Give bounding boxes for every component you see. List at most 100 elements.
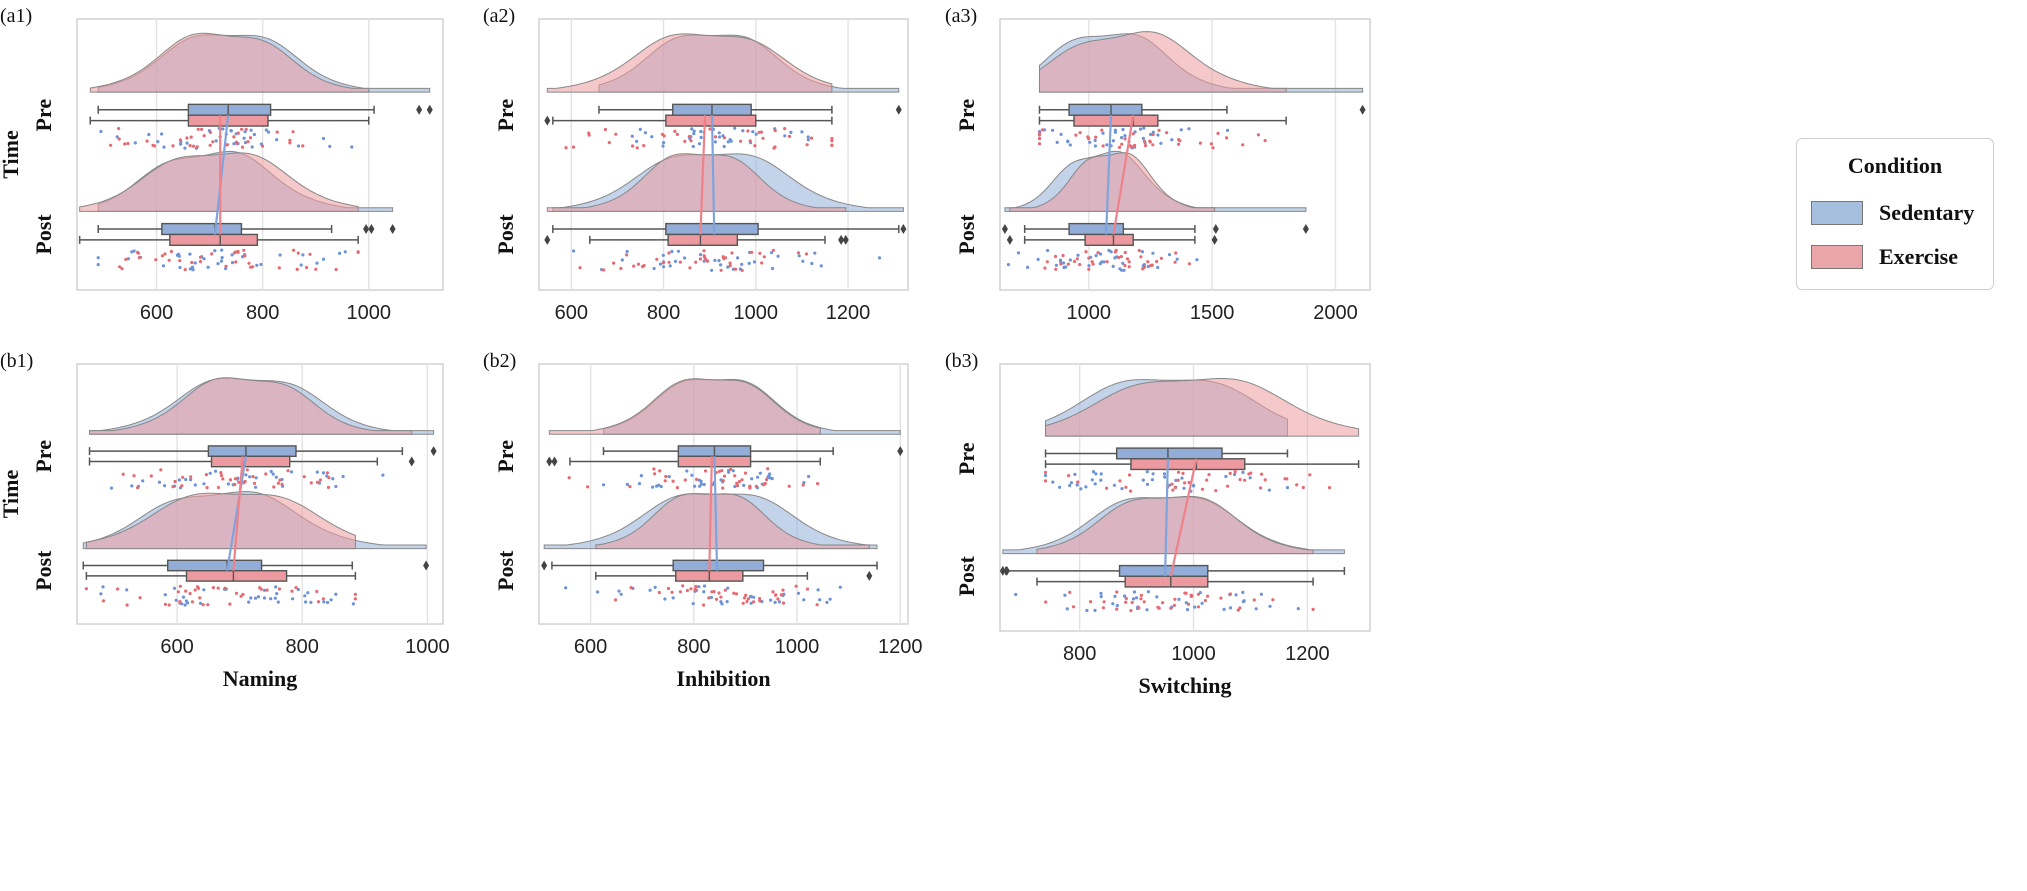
data-point bbox=[1263, 478, 1267, 482]
data-point bbox=[813, 251, 817, 255]
data-point bbox=[169, 249, 173, 254]
data-point bbox=[694, 584, 698, 589]
data-point bbox=[806, 135, 810, 139]
x-tick-label: 1000 bbox=[734, 302, 779, 324]
data-point bbox=[264, 128, 268, 132]
data-point bbox=[117, 126, 121, 131]
data-point bbox=[1066, 262, 1070, 266]
data-point bbox=[756, 475, 760, 479]
data-point bbox=[602, 268, 606, 272]
data-point bbox=[1065, 607, 1069, 611]
data-point bbox=[189, 478, 193, 482]
data-point bbox=[741, 601, 745, 605]
data-point bbox=[178, 259, 182, 263]
data-point bbox=[718, 135, 722, 139]
y-tick-label-pre: Pre bbox=[954, 99, 979, 132]
data-point bbox=[1145, 608, 1149, 612]
legend-swatch-exercise bbox=[1811, 245, 1863, 269]
data-point bbox=[1123, 134, 1127, 138]
data-point bbox=[877, 256, 882, 260]
data-point bbox=[299, 263, 303, 267]
data-point bbox=[1127, 265, 1131, 269]
data-point bbox=[186, 601, 190, 605]
panel-label: (b2) bbox=[483, 350, 516, 372]
data-point bbox=[1101, 144, 1105, 148]
data-point bbox=[781, 601, 786, 605]
data-point bbox=[816, 482, 820, 486]
data-point bbox=[794, 584, 798, 588]
data-point bbox=[220, 248, 224, 252]
outlier-marker bbox=[416, 104, 423, 115]
data-point bbox=[276, 481, 280, 485]
data-point bbox=[769, 598, 773, 602]
data-point bbox=[1268, 604, 1272, 608]
data-point bbox=[156, 140, 160, 144]
data-point bbox=[1206, 594, 1210, 598]
y-tick-label-pre: Pre bbox=[493, 440, 518, 473]
data-point bbox=[1285, 477, 1289, 481]
data-point bbox=[1241, 600, 1246, 604]
data-point bbox=[1149, 132, 1153, 137]
data-point bbox=[1061, 253, 1065, 258]
data-point bbox=[748, 484, 752, 488]
data-point bbox=[828, 597, 832, 601]
data-point bbox=[740, 478, 744, 482]
data-point bbox=[733, 484, 737, 489]
outlier-marker bbox=[363, 224, 370, 235]
data-point bbox=[240, 127, 244, 131]
outlier-marker bbox=[895, 104, 902, 115]
data-point bbox=[722, 474, 727, 478]
data-point bbox=[1285, 486, 1290, 490]
data-point bbox=[1100, 260, 1104, 264]
data-point bbox=[116, 587, 120, 591]
data-point bbox=[658, 262, 663, 266]
data-point bbox=[109, 486, 114, 490]
median-connector-sedentary bbox=[1104, 115, 1113, 235]
data-point bbox=[1157, 606, 1161, 610]
y-tick-label-post: Post bbox=[31, 214, 56, 255]
data-point bbox=[246, 140, 250, 144]
outlier-marker bbox=[838, 234, 845, 245]
data-point bbox=[1115, 590, 1119, 594]
data-point bbox=[101, 585, 105, 589]
data-point bbox=[188, 252, 192, 256]
data-point bbox=[1178, 139, 1182, 143]
data-point bbox=[733, 474, 737, 478]
data-point bbox=[1148, 140, 1152, 144]
data-point bbox=[291, 597, 295, 601]
data-point bbox=[1228, 471, 1232, 475]
data-point bbox=[210, 252, 214, 256]
median-connector-exercise bbox=[708, 456, 713, 571]
data-point bbox=[1134, 596, 1139, 600]
data-point bbox=[699, 135, 703, 139]
data-point bbox=[294, 586, 298, 590]
data-point bbox=[1226, 484, 1230, 488]
x-tick-label: 1000 bbox=[775, 636, 820, 658]
data-point bbox=[1139, 255, 1143, 259]
data-point bbox=[214, 139, 218, 143]
data-point bbox=[742, 596, 747, 600]
data-point bbox=[1193, 605, 1197, 609]
data-point bbox=[787, 134, 792, 138]
data-point bbox=[752, 260, 757, 264]
data-point bbox=[735, 484, 740, 488]
data-point bbox=[776, 597, 780, 601]
data-point bbox=[1141, 478, 1145, 482]
data-point bbox=[188, 591, 192, 596]
data-point bbox=[149, 474, 153, 478]
data-point bbox=[171, 485, 175, 489]
data-point bbox=[302, 475, 306, 479]
density-exercise-pre bbox=[548, 378, 821, 435]
data-point bbox=[702, 603, 706, 607]
data-point bbox=[1131, 597, 1136, 601]
data-point bbox=[1191, 483, 1196, 487]
outlier-marker bbox=[1212, 224, 1219, 235]
data-point bbox=[1112, 483, 1116, 487]
data-point bbox=[334, 484, 338, 489]
data-point bbox=[1120, 268, 1124, 272]
data-point bbox=[190, 260, 194, 265]
data-point bbox=[739, 139, 743, 143]
data-point bbox=[754, 132, 758, 136]
data-point bbox=[1120, 142, 1124, 146]
density-exercise-post bbox=[1036, 495, 1314, 555]
